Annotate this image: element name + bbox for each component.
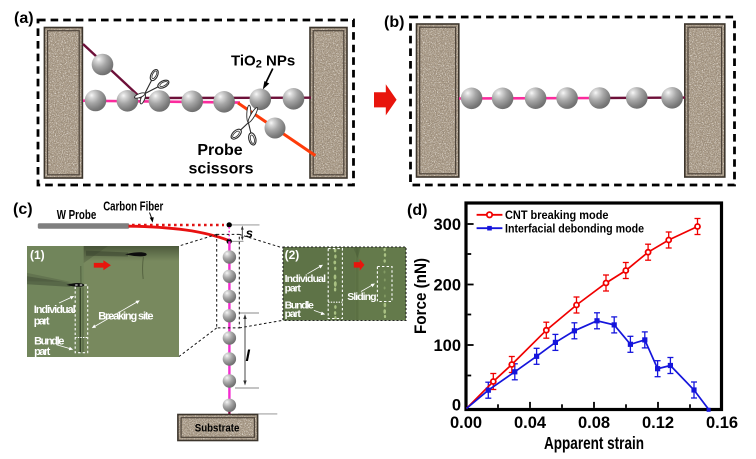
- svg-text:Carbon Fiber: Carbon Fiber: [103, 200, 163, 214]
- svg-text:0.08: 0.08: [578, 414, 610, 432]
- svg-text:(a): (a): [14, 10, 34, 27]
- svg-text:(1): (1): [30, 248, 45, 262]
- svg-text:(b): (b): [384, 14, 404, 31]
- svg-text:0.04: 0.04: [514, 414, 547, 432]
- svg-text:s: s: [246, 226, 253, 241]
- svg-text:part: part: [285, 282, 302, 294]
- svg-text:Sliding: Sliding: [347, 291, 376, 303]
- svg-text:200: 200: [433, 277, 461, 295]
- svg-text:100: 100: [433, 337, 461, 355]
- svg-text:part: part: [34, 346, 51, 358]
- svg-text:0.12: 0.12: [642, 414, 674, 432]
- svg-text:0.00: 0.00: [450, 414, 482, 432]
- svg-text:(d): (d): [407, 202, 427, 219]
- svg-text:Individual: Individual: [34, 304, 76, 316]
- svg-text:0: 0: [452, 397, 461, 415]
- svg-text:Substrate: Substrate: [195, 422, 240, 434]
- svg-text:(c): (c): [13, 201, 33, 218]
- svg-text:part: part: [34, 315, 50, 327]
- svg-text:Apparent strain: Apparent strain: [544, 433, 644, 453]
- svg-text:CNT breaking mode: CNT breaking mode: [505, 210, 609, 222]
- svg-text:W Probe: W Probe: [57, 208, 97, 222]
- svg-text:Breaking site: Breaking site: [98, 310, 153, 322]
- svg-text:TiO2 NPs: TiO2 NPs: [231, 53, 295, 71]
- svg-text:(2): (2): [285, 248, 300, 262]
- svg-text:scissors: scissors: [189, 161, 254, 178]
- svg-text:part: part: [285, 308, 302, 320]
- svg-text:Bundle: Bundle: [285, 300, 314, 312]
- svg-text:Probe: Probe: [197, 142, 242, 159]
- svg-text:300: 300: [433, 216, 461, 234]
- svg-text:Interfacial debonding mode: Interfacial debonding mode: [505, 224, 644, 236]
- svg-text:l: l: [246, 348, 251, 365]
- svg-text:Individual: Individual: [285, 273, 327, 285]
- svg-text:Force (nN): Force (nN): [412, 258, 430, 334]
- svg-text:0.16: 0.16: [706, 414, 738, 432]
